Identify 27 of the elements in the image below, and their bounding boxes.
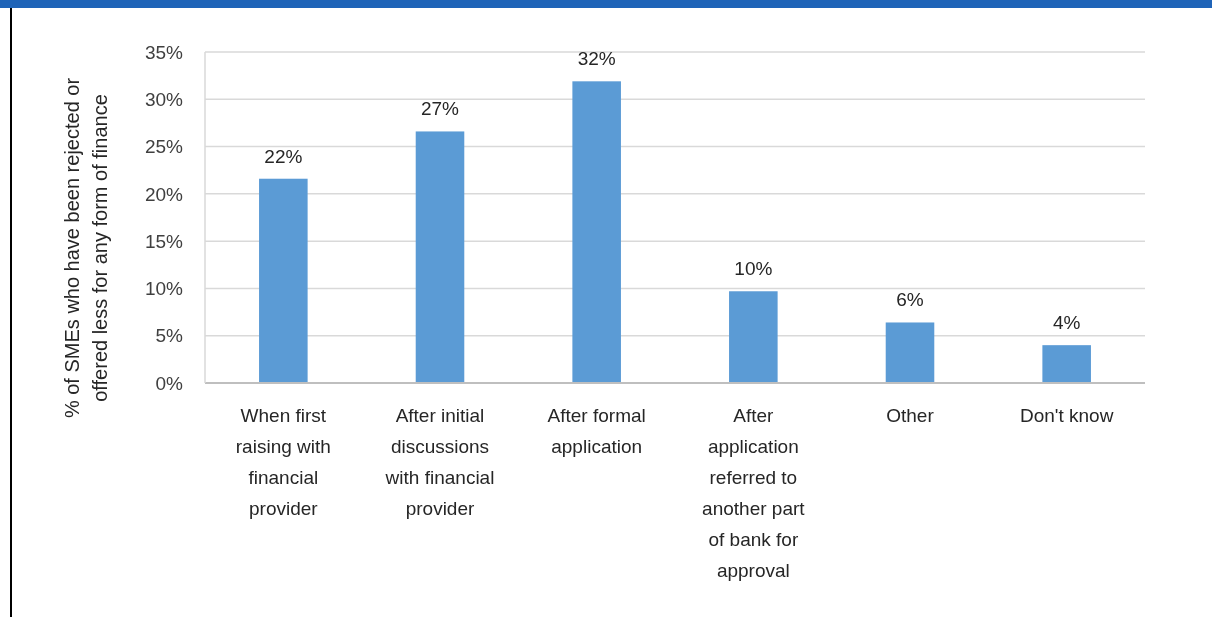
bar — [259, 178, 308, 383]
y-tick-label: 30% — [144, 88, 184, 110]
data-label: 10% — [734, 258, 773, 280]
x-tick-label: After formal application — [547, 405, 646, 457]
bar — [1042, 345, 1091, 383]
x-tick-label: When first raising with financial provider — [235, 405, 331, 519]
bar — [729, 291, 778, 383]
x-tick-label: After initial discussions with financial provider — [384, 405, 495, 519]
x-tick-label: After application referred to another part of bank for approval — [702, 405, 806, 581]
y-axis-title: % of SMEs who have been rejected or offered less for any form of finance — [61, 77, 111, 419]
x-tick-label: Other — [886, 405, 935, 426]
data-label: 4% — [1052, 312, 1081, 334]
bar — [885, 322, 935, 383]
data-label: 22% — [264, 145, 303, 167]
y-tick-label: 10% — [144, 278, 184, 300]
y-tick-label: 20% — [144, 183, 184, 205]
y-tick-label: 35% — [144, 41, 184, 63]
y-tick-label: 0% — [155, 372, 184, 394]
data-label: 6% — [896, 289, 924, 311]
y-tick-label: 25% — [144, 136, 184, 158]
bar — [572, 81, 621, 383]
y-tick-label: 5% — [155, 325, 184, 347]
x-tick-label: Don't know — [1019, 405, 1114, 426]
bar — [415, 131, 465, 383]
data-label: 32% — [577, 48, 616, 70]
y-tick-label: 15% — [144, 230, 184, 252]
data-label: 27% — [420, 98, 460, 120]
